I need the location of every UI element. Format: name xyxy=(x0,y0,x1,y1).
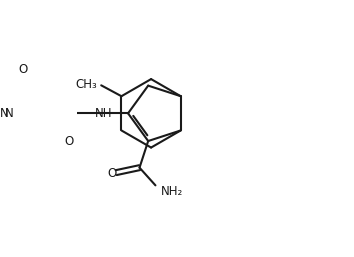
Text: O: O xyxy=(107,167,116,180)
Text: O: O xyxy=(18,63,27,76)
Text: NH: NH xyxy=(95,107,113,120)
Text: N: N xyxy=(0,107,8,120)
Text: O: O xyxy=(65,135,74,148)
Text: NH₂: NH₂ xyxy=(161,185,183,198)
Text: CH₃: CH₃ xyxy=(75,78,97,91)
Text: N: N xyxy=(5,107,14,120)
